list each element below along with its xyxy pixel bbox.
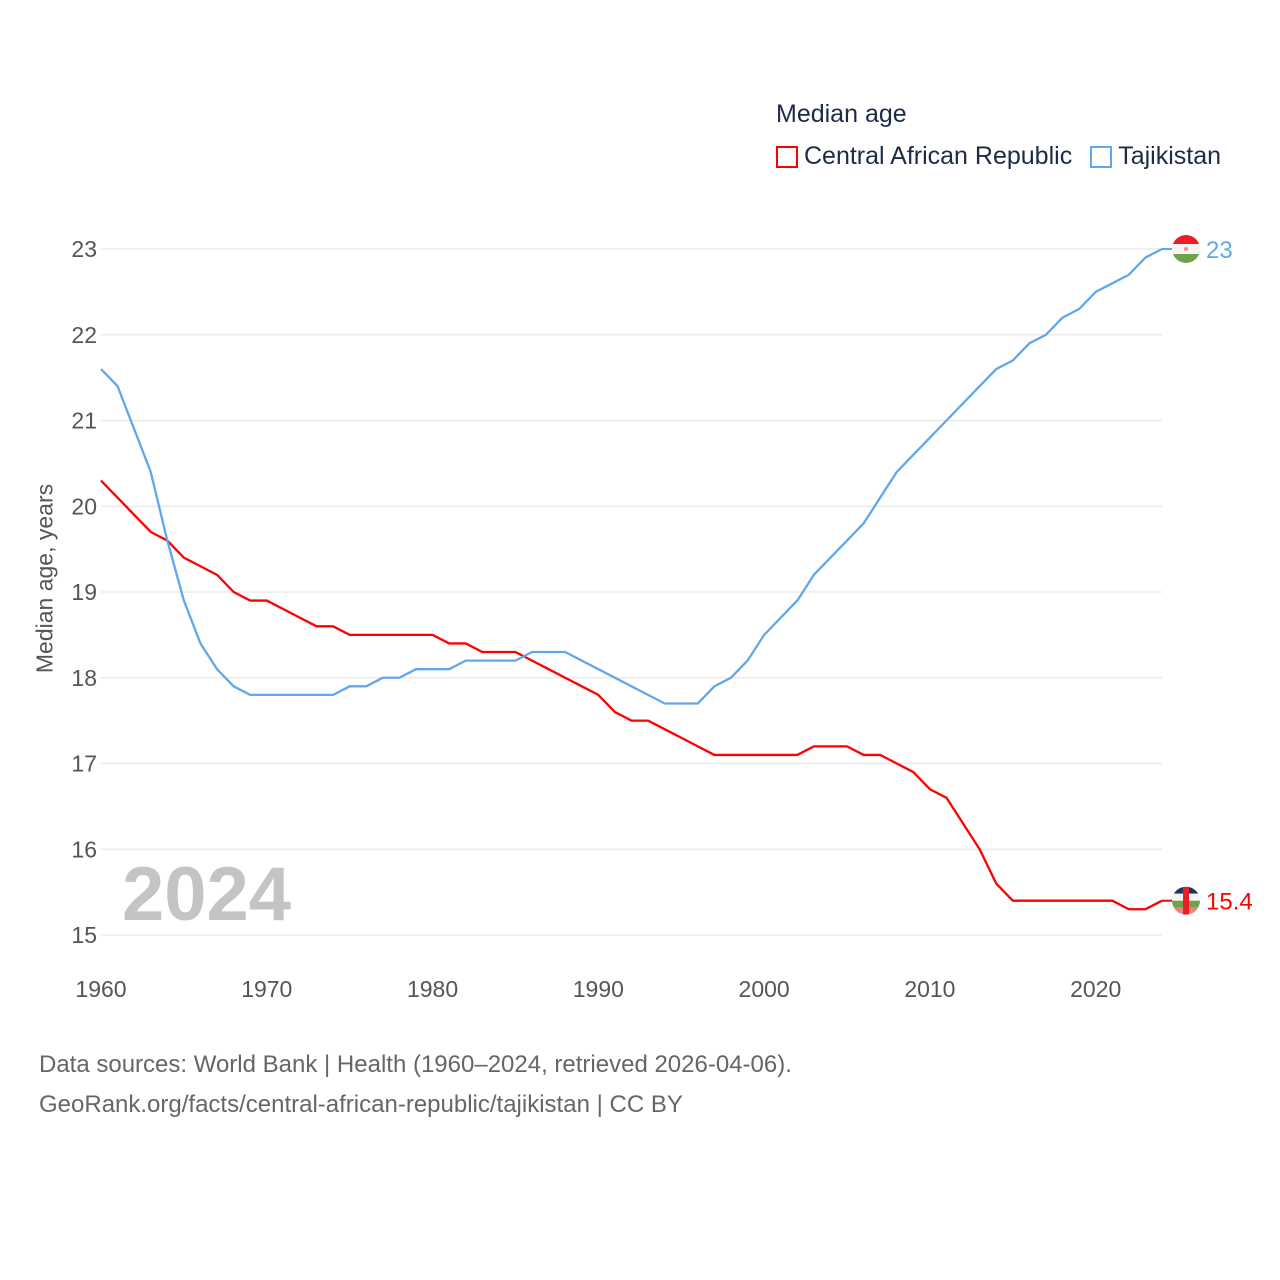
y-tick-label: 21: [71, 408, 97, 434]
x-tick-label: 1960: [75, 976, 126, 1002]
y-tick-label: 17: [71, 751, 97, 777]
legend-swatch-car: [776, 145, 798, 168]
legend-label-tajikistan: Tajikistan: [1118, 142, 1222, 170]
x-tick-label: 1970: [241, 976, 292, 1002]
series-line-tajikistan[interactable]: [100, 247, 1163, 705]
series-line-car[interactable]: [100, 479, 1163, 911]
legend-item-car[interactable]: Central African Republic: [776, 142, 1072, 171]
x-tick-label: 2000: [739, 976, 790, 1002]
y-tick-label: 20: [71, 493, 97, 519]
x-tick-label: 1990: [573, 976, 624, 1002]
y-tick-label: 18: [71, 665, 97, 691]
source-line-2[interactable]: GeoRank.org/facts/central-african-republ…: [39, 1091, 683, 1118]
y-tick-label: 16: [71, 836, 97, 862]
y-tick-label: 23: [71, 236, 97, 262]
x-tick-label: 2010: [904, 976, 955, 1002]
legend-title: Median age: [776, 100, 907, 128]
legend-swatch-tajikistan: [1090, 145, 1113, 168]
legend: Central African Republic Tajikistan: [776, 142, 1221, 171]
y-tick-label: 22: [71, 322, 97, 348]
year-watermark: 2024: [122, 852, 291, 937]
source-line-1: Data sources: World Bank | Health (1960–…: [39, 1051, 792, 1078]
tajikistan-flag-icon: [1172, 235, 1200, 263]
legend-item-tajikistan[interactable]: Tajikistan: [1090, 142, 1221, 171]
y-tick-label: 15: [71, 922, 97, 948]
x-tick-label: 2020: [1070, 976, 1121, 1002]
end-value-label: 15.4: [1206, 889, 1253, 916]
y-tick-label: 19: [71, 579, 97, 605]
legend-label-car: Central African Republic: [804, 142, 1073, 170]
end-value-label: 23: [1206, 237, 1233, 264]
source-note: Data sources: World Bank | Health (1960–…: [39, 1045, 792, 1125]
car-flag-icon: [1172, 886, 1200, 915]
x-tick-label: 1980: [407, 976, 458, 1002]
